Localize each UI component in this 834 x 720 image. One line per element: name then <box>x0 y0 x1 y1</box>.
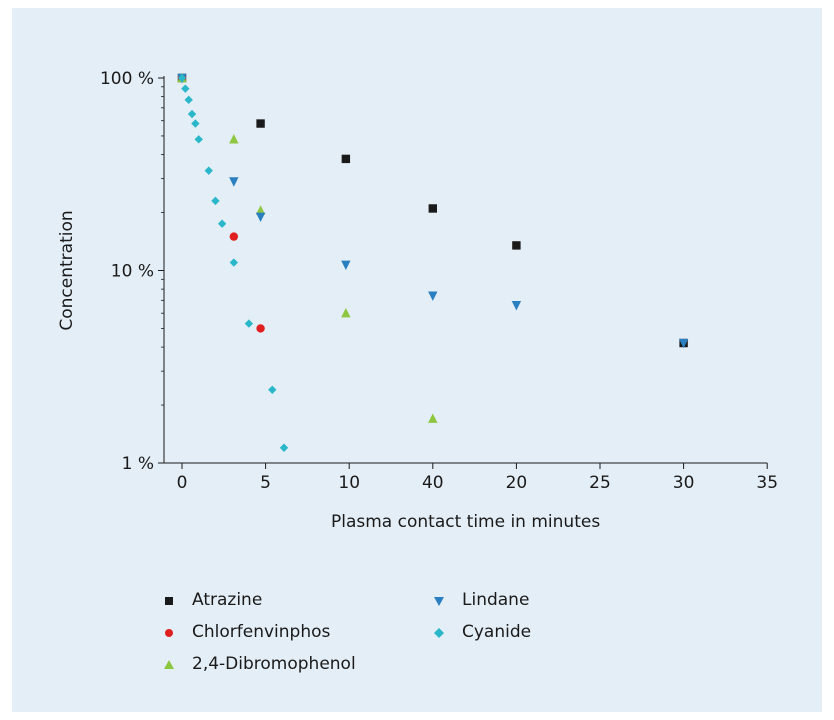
legend-label: Cyanide <box>462 622 532 642</box>
x-tick-label: 5 <box>260 473 271 493</box>
data-point-lindane <box>341 260 351 271</box>
data-point-cyanide <box>177 73 187 83</box>
data-point-cyanide <box>181 84 190 93</box>
data-point-lindane <box>229 177 239 187</box>
x-tick-label: 30 <box>673 473 695 493</box>
data-point-atrazine <box>341 154 351 164</box>
x-tick-label: 0 <box>177 473 188 493</box>
data-point-cyanide <box>217 219 227 228</box>
legend-label: Atrazine <box>192 590 263 610</box>
data-point-cyanide <box>211 196 220 206</box>
diamond-marker-icon <box>434 628 444 638</box>
data-point-2-4-dibromophenol <box>341 308 351 318</box>
data-point-atrazine <box>428 204 437 213</box>
data-point-cyanide <box>187 109 197 119</box>
data-point-cyanide <box>244 319 254 328</box>
data-point-chlorfenvinphos <box>229 232 239 241</box>
chart-panel: 0 5 10 40 20 25 30 35 1 % 10 % 100 % Plasma contac… <box>12 8 822 712</box>
data-point-cyanide <box>204 166 213 175</box>
x-tick-label: 40 <box>422 473 444 493</box>
y-tick-label: 10 % <box>111 262 154 282</box>
data-point-chlorfenvinphos <box>256 324 265 333</box>
y-tick-label: 1 % <box>122 454 154 474</box>
triangle-down-marker-icon <box>434 597 444 606</box>
data-point-cyanide <box>229 258 239 267</box>
data-point-cyanide <box>194 135 203 144</box>
data-point-cyanide <box>268 385 277 395</box>
data-point-cyanide <box>279 443 289 452</box>
data-point-lindane <box>255 212 266 223</box>
x-tick-label: 35 <box>756 473 778 493</box>
data-point-lindane <box>428 291 438 301</box>
y-tick-label: 100 % <box>100 69 154 89</box>
data-point-lindane <box>678 338 689 349</box>
data-point-cyanide <box>184 95 193 105</box>
data-point-cyanide <box>191 119 200 128</box>
data-point-2-4-dibromophenol <box>428 413 438 423</box>
legend-label: 2,4-Dibromophenol <box>192 654 356 674</box>
data-point-atrazine <box>512 241 521 250</box>
x-tick-label: 20 <box>506 473 528 493</box>
chart-canvas: 0 5 10 40 20 25 30 35 1 % 10 % 100 % Plasma contac… <box>57 69 778 532</box>
circle-marker-icon <box>165 629 173 637</box>
legend-label: Chlorfenvinphos <box>192 622 331 642</box>
triangle-up-marker-icon <box>164 660 174 669</box>
square-marker-icon <box>165 597 173 605</box>
data-point-atrazine <box>256 119 265 128</box>
y-axis-title: Concentration <box>57 210 77 330</box>
legend-label: Lindane <box>462 590 530 610</box>
x-tick-label: 25 <box>589 473 611 493</box>
data-point-2-4-dibromophenol <box>255 205 266 215</box>
data-point-2-4-dibromophenol <box>229 134 239 144</box>
data-point-lindane <box>511 301 522 311</box>
x-axis-title: Plasma contact time in minutes <box>331 512 600 532</box>
x-tick-label: 10 <box>338 473 360 493</box>
